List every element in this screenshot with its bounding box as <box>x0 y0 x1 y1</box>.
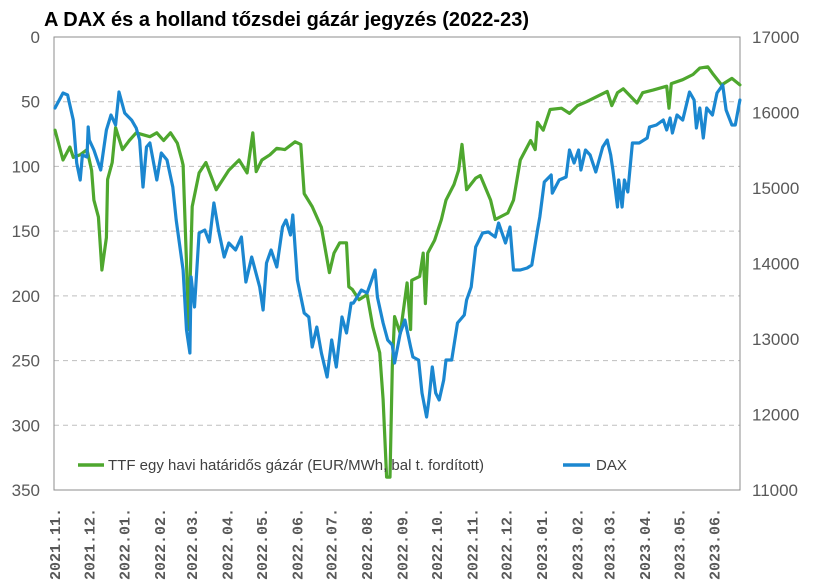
chart-title: A DAX és a holland tőzsdei gázár jegyzés… <box>44 9 529 31</box>
series-lines <box>53 65 742 479</box>
x-axis-tick-label: 2022.01. <box>118 508 135 580</box>
x-axis-tick-label: 2023.03. <box>603 508 620 580</box>
x-axis-tick-label: 2022.12. <box>500 508 517 580</box>
right-axis-tick-label: 16000 <box>752 104 799 123</box>
right-axis-tick-label: 14000 <box>752 255 799 274</box>
left-axis-tick-label: 350 <box>12 481 40 500</box>
x-axis-tick-label: 2022.06. <box>290 508 307 580</box>
gridlines <box>54 101 740 426</box>
x-axis-tick-label: 2023.04. <box>638 508 655 580</box>
x-axis-tick-label: 2022.09. <box>396 508 413 580</box>
x-axis-tick-label: 2023.01. <box>535 508 552 580</box>
x-axis-tick-label: 2022.02. <box>153 508 170 580</box>
x-axis-tick-label: 2022.03. <box>185 508 202 580</box>
x-axis-tick-label: 2023.05. <box>672 508 689 580</box>
x-axis-tick-label: 2023.02. <box>571 508 588 580</box>
legend-label-ttf: TTF egy havi határidős gázár (EUR/MWh, b… <box>108 457 484 474</box>
x-axis-tick-label: 2022.10. <box>430 508 447 580</box>
x-axis-tick-label: 2022.08. <box>360 508 377 580</box>
series-line-dax <box>53 83 742 419</box>
right-axis-tick-label: 11000 <box>752 481 798 500</box>
left-axis-tick-label: 50 <box>21 93 40 112</box>
right-axis-ticks: 17000 16000 15000 14000 13000 12000 11000 <box>752 28 799 500</box>
right-axis-tick-label: 15000 <box>752 179 799 198</box>
right-axis-tick-label: 12000 <box>752 406 799 425</box>
right-axis-tick-label: 17000 <box>752 28 799 47</box>
plot-area-border <box>53 36 741 491</box>
left-axis-ticks: 0 50 100 150 200 250 300 350 <box>12 28 40 500</box>
series-line-ttf <box>53 65 742 479</box>
x-axis-tick-label: 2023.06. <box>708 508 725 580</box>
x-axis-tick-label: 2021.11. <box>48 508 65 580</box>
left-axis-tick-label: 200 <box>12 287 40 306</box>
left-axis-tick-label: 300 <box>12 416 40 435</box>
x-axis-tick-label: 2022.04. <box>221 508 238 580</box>
x-axis-tick-label: 2022.07. <box>325 508 342 580</box>
left-axis-tick-label: 250 <box>12 352 40 371</box>
x-axis-tick-label: 2021.12. <box>82 508 99 580</box>
left-axis-tick-label: 0 <box>31 28 40 47</box>
left-axis-tick-label: 100 <box>12 157 40 176</box>
right-axis-tick-label: 13000 <box>752 330 799 349</box>
x-axis-tick-label: 2022.05. <box>255 508 272 580</box>
left-axis-tick-label: 150 <box>12 222 40 241</box>
legend: TTF egy havi határidős gázár (EUR/MWh, b… <box>78 457 627 474</box>
legend-label-dax: DAX <box>596 457 627 474</box>
x-axis-tick-label: 2022.11. <box>465 508 482 580</box>
x-axis-ticks: 2021.11. 2021.12. 2022.01. 2022.02. 2022.03.… <box>48 508 725 580</box>
